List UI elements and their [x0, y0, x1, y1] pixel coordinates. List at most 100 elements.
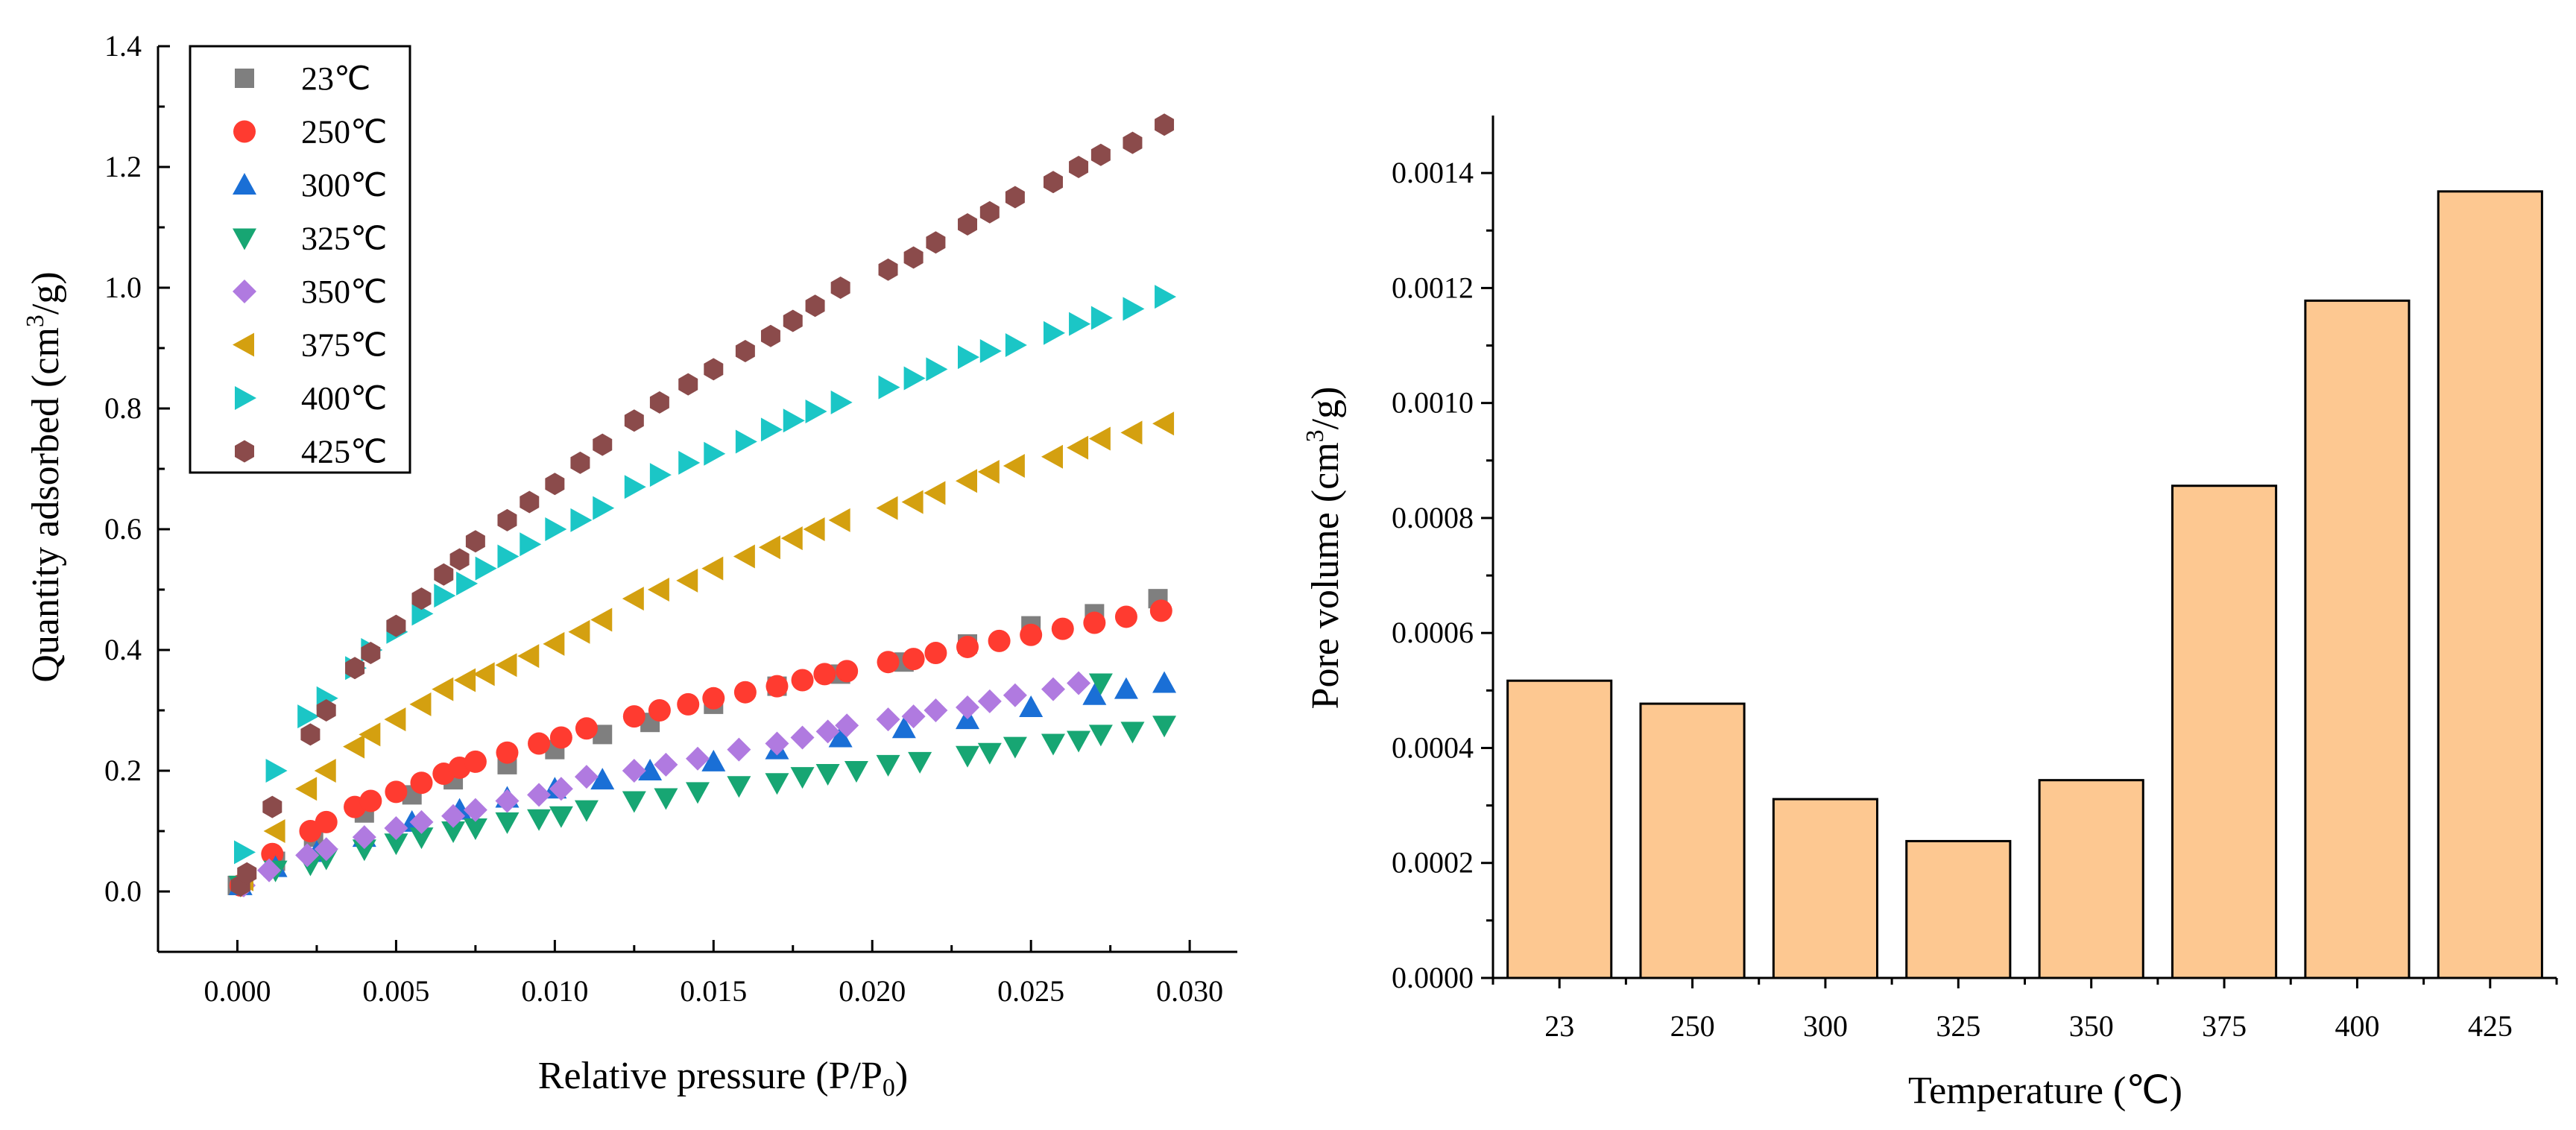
data-point — [783, 408, 805, 433]
data-point — [1041, 677, 1065, 701]
data-point — [1003, 736, 1027, 759]
right-y-tick-label: 0.0004 — [1392, 730, 1474, 764]
data-point — [878, 375, 900, 400]
data-point — [813, 663, 836, 686]
data-point — [441, 804, 466, 828]
data-point — [409, 827, 434, 850]
right-x-tick-label: 23 — [1544, 1009, 1574, 1043]
data-point — [901, 704, 926, 729]
data-point — [765, 773, 789, 795]
data-point — [386, 614, 406, 637]
data-point — [1090, 306, 1113, 330]
data-point — [958, 345, 979, 370]
data-point — [902, 648, 925, 671]
data-point — [686, 746, 710, 771]
data-point — [805, 294, 825, 318]
data-point — [315, 810, 338, 833]
data-point — [903, 366, 926, 391]
data-point — [496, 741, 519, 764]
data-point — [545, 517, 567, 541]
data-point — [593, 433, 613, 456]
right-x-tick-label: 350 — [2069, 1009, 2114, 1043]
data-point — [464, 750, 487, 773]
data-point — [686, 782, 710, 804]
data-point — [520, 532, 542, 557]
data-point — [314, 759, 336, 783]
data-point — [1149, 599, 1172, 622]
data-point — [473, 662, 495, 686]
data-point — [790, 725, 815, 750]
right-bars — [1506, 190, 2543, 979]
data-point — [735, 429, 757, 454]
left-axes: 0.0 0.2 0.4 0.6 0.8 1.0 1.2 1.4 0.000 0.005 0.010 0… — [104, 29, 1237, 1008]
data-point — [1155, 285, 1177, 309]
data-point — [409, 809, 434, 834]
data-point — [654, 752, 678, 777]
data-point — [1082, 683, 1107, 705]
legend-label: 350℃ — [301, 274, 387, 310]
data-point — [835, 713, 859, 738]
data-point — [958, 212, 977, 236]
left-x-tick-label: 0.010 — [521, 974, 588, 1008]
data-point — [265, 759, 288, 783]
data-point — [527, 809, 552, 831]
data-point — [956, 745, 979, 768]
bar-350 — [2038, 779, 2144, 979]
right-y-tick-label: 0.0006 — [1392, 616, 1474, 649]
data-point — [454, 668, 476, 692]
data-point — [803, 517, 825, 541]
left-y-tick-label: 0.4 — [104, 633, 142, 666]
legend-label: 300℃ — [301, 167, 387, 203]
legend-label: 375℃ — [301, 327, 387, 364]
data-point — [1114, 605, 1137, 628]
legend-marker — [233, 280, 256, 303]
data-point — [359, 722, 381, 747]
data-point — [727, 776, 751, 798]
data-point — [624, 475, 646, 499]
data-point — [545, 473, 565, 496]
series-375℃ — [231, 411, 1175, 891]
data-point — [352, 825, 376, 850]
left-y-tick-label: 1.0 — [104, 271, 142, 304]
data-point — [1088, 725, 1113, 747]
data-point — [977, 742, 1002, 765]
data-point — [956, 635, 979, 658]
data-point — [520, 490, 540, 514]
data-point — [977, 689, 1002, 713]
data-point — [463, 818, 487, 840]
data-point — [678, 373, 698, 396]
data-point — [261, 842, 284, 865]
data-point — [449, 548, 470, 571]
data-point — [676, 568, 698, 593]
data-point — [704, 358, 724, 381]
data-point — [1152, 411, 1175, 436]
data-point — [434, 563, 454, 586]
data-point — [830, 277, 850, 299]
data-point — [1069, 156, 1089, 178]
data-point — [1041, 733, 1065, 756]
data-point — [678, 450, 701, 475]
data-point — [495, 812, 520, 834]
legend-marker — [235, 440, 254, 463]
right-x-tick-label: 300 — [1803, 1009, 1848, 1043]
data-point — [528, 732, 551, 755]
data-point — [876, 754, 900, 777]
data-point — [805, 400, 827, 424]
data-point — [647, 578, 669, 602]
series-350℃ — [231, 671, 1091, 897]
right-y-tick-label: 0.0002 — [1392, 846, 1474, 880]
data-point — [549, 726, 572, 749]
data-point — [648, 699, 671, 722]
data-point — [1114, 677, 1138, 699]
data-point — [1005, 332, 1027, 357]
data-point — [590, 768, 615, 790]
data-point — [1051, 617, 1074, 640]
data-point — [765, 731, 789, 756]
data-point — [465, 530, 485, 553]
data-point — [783, 309, 803, 332]
right-y-tick-label: 0.0014 — [1392, 156, 1474, 189]
data-point — [926, 231, 946, 254]
data-point — [760, 417, 783, 442]
data-point — [654, 788, 678, 810]
